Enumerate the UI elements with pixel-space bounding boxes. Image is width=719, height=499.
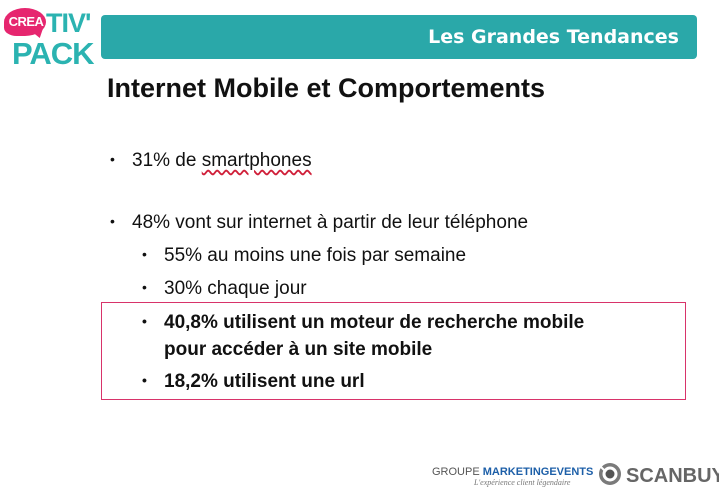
- spellcheck-underlined-word: smartphones: [201, 150, 312, 171]
- logo-crea-text: CREA: [8, 14, 44, 29]
- marketingevents-text: MARKETINGEVENTS: [482, 466, 594, 478]
- scanbuy-text: SCANBUY: [626, 465, 719, 487]
- sub-bullet-url: • 18,2% utilisent une url: [142, 371, 365, 393]
- bullet-text: 18,2% utilisent une url: [164, 371, 365, 392]
- bullet-dot: •: [142, 372, 147, 388]
- bullet-text: 48% vont sur internet à partir de leur t…: [132, 212, 529, 233]
- tagline: L'expérience client légendaire: [474, 478, 571, 487]
- speech-bubble-icon: [4, 8, 46, 36]
- highlight-box: [101, 302, 686, 400]
- sub-bullet-search-engine: • 40,8% utilisent un moteur de recherche …: [142, 312, 584, 334]
- bullet-text: 55% au moins une fois par semaine: [164, 245, 467, 266]
- sub-bullet-search-engine-cont: pour accéder à un site mobile: [164, 339, 433, 360]
- bullet-dot: •: [110, 151, 115, 167]
- groupe-label: GROUPE MARKETINGEVENTS: [432, 466, 593, 478]
- sub-bullet-weekly: • 55% au moins une fois par semaine: [142, 245, 466, 267]
- sub-bullet-daily: • 30% chaque jour: [142, 278, 307, 300]
- bullet-text: 31% de: [132, 150, 202, 171]
- bullet-internet: • 48% vont sur internet à partir de leur …: [110, 212, 528, 234]
- bullet-dot: •: [142, 279, 147, 295]
- scanbuy-eye-icon: [599, 463, 621, 485]
- bullet-dot: •: [142, 313, 147, 329]
- slide-title: Internet Mobile et Comportements: [107, 73, 546, 103]
- bullet-smartphones: • 31% de smartphones: [110, 150, 312, 172]
- bullet-text: 30% chaque jour: [164, 278, 307, 299]
- logo-pack-text: PACK: [12, 36, 95, 71]
- bullet-dot: •: [142, 246, 147, 262]
- banner-title: Les Grandes Tendances: [428, 26, 679, 48]
- groupe-text: GROUPE: [432, 466, 483, 478]
- logo-tiv-text: TIV': [46, 8, 91, 38]
- header-banner: Les Grandes Tendances: [101, 15, 697, 59]
- creativpack-logo: CREA TIV' PACK: [4, 4, 99, 74]
- bullet-text: 40,8% utilisent un moteur de recherche m…: [164, 312, 585, 333]
- groupe-marketingevents-logo: GROUPE MARKETINGEVENTS L'expérience clie…: [432, 466, 593, 487]
- bullet-dot: •: [110, 213, 115, 229]
